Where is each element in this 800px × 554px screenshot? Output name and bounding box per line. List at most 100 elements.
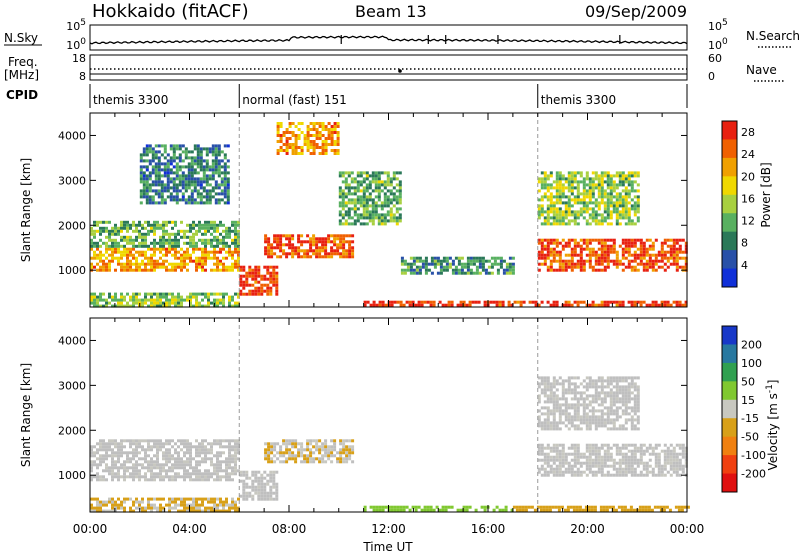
- heatmap-cell: [582, 455, 586, 459]
- heatmap-cell: [275, 271, 279, 275]
- heatmap-cell: [245, 292, 249, 296]
- heatmap-cell: [214, 144, 218, 148]
- heatmap-cell: [576, 397, 580, 401]
- heatmap-cell: [217, 150, 221, 154]
- heatmap-cell: [669, 238, 673, 242]
- heatmap-cell: [333, 439, 337, 443]
- heatmap-cell: [633, 455, 637, 459]
- heatmap-cell: [196, 195, 200, 199]
- heatmap-cell: [291, 134, 295, 137]
- colorbar-swatch: [722, 194, 737, 214]
- heatmap-cell: [159, 262, 162, 266]
- heatmap-cell: [145, 180, 149, 184]
- heatmap-cell: [576, 455, 580, 459]
- heatmap-cell: [266, 268, 270, 272]
- heatmap-cell: [223, 192, 227, 196]
- heatmap-cell: [555, 238, 559, 242]
- heatmap-cell: [630, 219, 634, 223]
- heatmap-cell: [549, 207, 553, 211]
- heatmap-cell: [633, 458, 637, 462]
- heatmap-cell: [612, 421, 616, 425]
- heatmap-cell: [624, 446, 628, 450]
- heatmap-cell: [207, 220, 210, 224]
- heatmap-cell: [341, 195, 345, 199]
- heatmap-cell: [234, 220, 237, 224]
- heatmap-cell: [585, 195, 589, 199]
- heatmap-cell: [105, 451, 108, 455]
- heatmap-cell: [386, 189, 390, 193]
- heatmap-cell: [433, 256, 437, 260]
- heatmap-cell: [579, 382, 583, 386]
- heatmap-cell: [223, 201, 227, 205]
- heatmap-cell: [552, 418, 556, 422]
- heatmap-cell: [288, 237, 292, 241]
- heatmap-cell: [606, 216, 610, 220]
- heatmap-cell: [180, 247, 183, 251]
- heatmap-cell: [564, 253, 568, 257]
- heatmap-cell: [291, 451, 295, 455]
- heatmap-cell: [254, 286, 258, 290]
- heatmap-cell: [157, 183, 161, 187]
- heatmap-cell: [204, 220, 207, 224]
- heatmap-cell: [219, 503, 222, 507]
- heatmap-cell: [546, 186, 550, 190]
- heatmap-cell: [171, 445, 174, 449]
- heatmap-cell: [169, 198, 173, 202]
- heatmap-cell: [312, 122, 316, 125]
- heatmap-cell: [624, 467, 628, 471]
- heatmap-cell: [257, 482, 261, 486]
- heatmap-cell: [129, 460, 132, 464]
- heatmap-cell: [584, 508, 588, 512]
- heatmap-cell: [297, 240, 301, 244]
- heatmap-cell: [288, 131, 292, 134]
- heatmap-cell: [672, 253, 676, 257]
- heatmap-cell: [552, 394, 556, 398]
- heatmap-cell: [444, 505, 448, 509]
- heatmap-cell: [537, 256, 541, 260]
- heatmap-cell: [621, 446, 625, 450]
- heatmap-cell: [189, 226, 192, 230]
- heatmap-cell: [555, 409, 559, 413]
- heatmap-cell: [436, 256, 440, 260]
- heatmap-cell: [662, 505, 666, 509]
- heatmap-cell: [105, 226, 108, 230]
- heatmap-cell: [405, 300, 409, 304]
- heatmap-cell: [156, 265, 159, 269]
- heatmap-cell: [548, 508, 552, 512]
- heatmap-cell: [543, 219, 547, 223]
- heatmap-cell: [171, 220, 174, 224]
- heatmap-cell: [192, 506, 195, 510]
- heatmap-cell: [145, 201, 149, 205]
- heatmap-cell: [327, 122, 331, 125]
- heatmap-cell: [269, 286, 273, 290]
- heatmap-cell: [288, 454, 292, 458]
- heatmap-cell: [162, 259, 165, 263]
- heatmap-cell: [684, 303, 688, 307]
- heatmap-cell: [336, 460, 340, 464]
- heatmap-cell: [327, 234, 331, 238]
- heatmap-cell: [579, 427, 583, 431]
- heatmap-cell: [324, 246, 328, 250]
- heatmap-cell: [675, 253, 679, 257]
- heatmap-cell: [469, 259, 473, 263]
- heatmap-cell: [260, 479, 264, 483]
- heatmap-cell: [558, 213, 562, 217]
- heatmap-cell: [552, 210, 556, 214]
- heatmap-cell: [609, 244, 613, 248]
- heatmap-cell: [642, 256, 646, 260]
- heatmap-cell: [263, 274, 267, 278]
- heatmap-cell: [174, 448, 177, 452]
- heatmap-cell: [585, 222, 589, 226]
- heatmap-cell: [636, 247, 640, 251]
- heatmap-cell: [412, 256, 416, 260]
- heatmap-cell: [291, 243, 295, 247]
- heatmap-cell: [549, 216, 553, 220]
- heatmap-cell: [669, 449, 673, 453]
- heatmap-cell: [303, 255, 307, 259]
- heatmap-cell: [333, 125, 337, 128]
- heatmap-cell: [507, 303, 511, 307]
- heatmap-cell: [552, 382, 556, 386]
- heatmap-cell: [120, 503, 123, 507]
- heatmap-cell: [228, 448, 231, 452]
- heatmap-cell: [90, 229, 93, 233]
